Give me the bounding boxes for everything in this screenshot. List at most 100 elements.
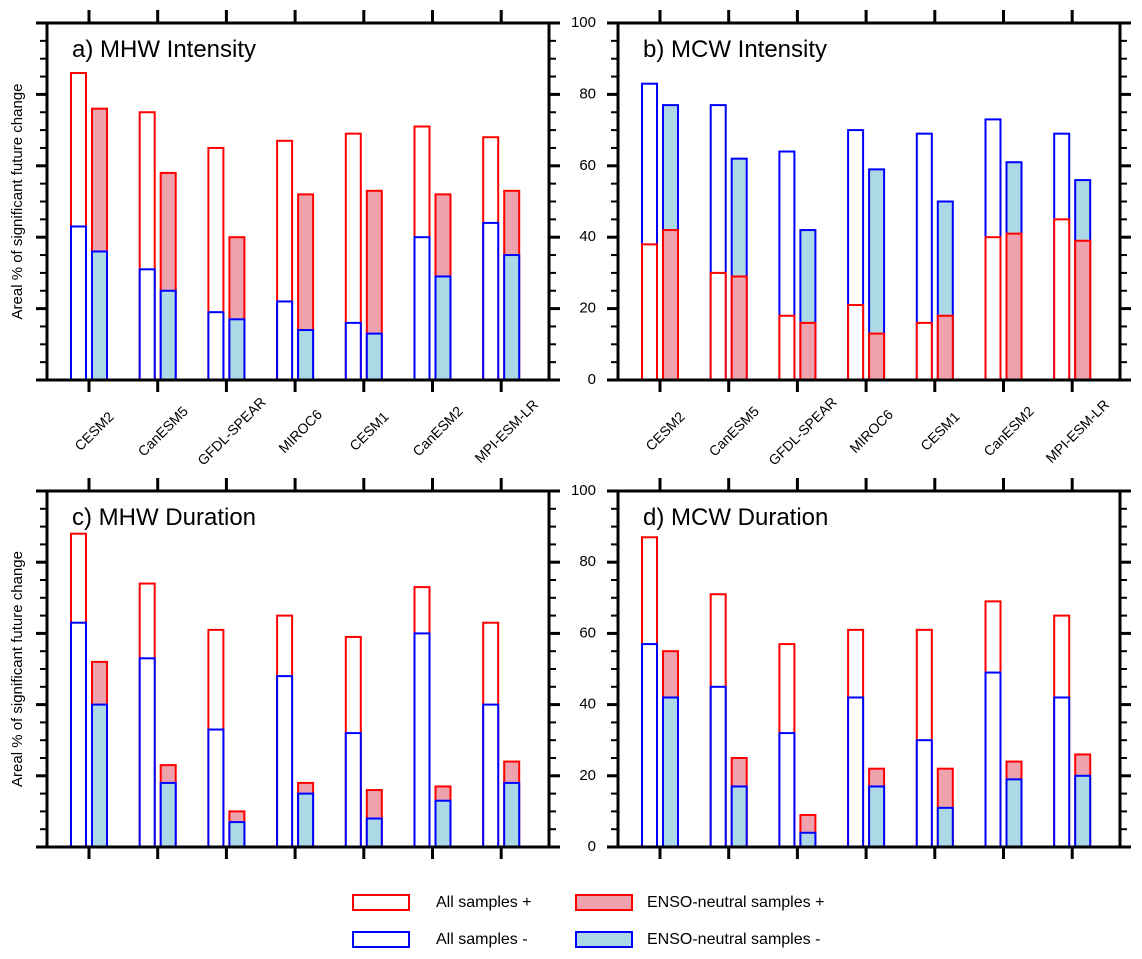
bar-group <box>847 628 886 849</box>
bar-neutral-negative <box>228 821 246 849</box>
bar-all-negative <box>984 671 1002 848</box>
bar-all-negative <box>344 732 362 849</box>
plot-frame <box>616 21 1122 382</box>
bar-all-negative <box>276 675 294 848</box>
bar-group <box>984 600 1023 848</box>
bar-all-negative <box>138 268 156 381</box>
x-tick-label: MPI-ESM-LR <box>1042 396 1112 466</box>
x-tick-label: CESM1 <box>346 408 392 454</box>
bar-neutral-negative <box>297 329 315 381</box>
bar-group <box>138 582 177 848</box>
bar-neutral-positive <box>662 229 679 381</box>
bar-all-negative <box>276 300 294 381</box>
bar-group <box>1053 614 1092 848</box>
panel-b: CESM2 CanESM5 GFDL-SPEAR MIROC6 CESM1 CanESM2… <box>571 10 1131 468</box>
bar-neutral-negative <box>159 289 177 381</box>
bar-neutral-negative <box>365 332 383 381</box>
bar-group <box>70 71 108 382</box>
bar-neutral-negative <box>365 817 383 849</box>
bar-all-negative <box>413 632 431 849</box>
y-tick-label: 0 <box>588 838 596 855</box>
legend-label: All samples - <box>436 931 528 948</box>
panel-title: d) MCW Duration <box>643 504 828 531</box>
bar-group <box>482 621 521 848</box>
bar-group <box>709 104 748 382</box>
bar-all-positive <box>915 321 933 382</box>
bar-neutral-negative <box>662 696 679 848</box>
bar-neutral-negative <box>159 781 177 848</box>
x-tick-label: MIROC6 <box>275 406 325 456</box>
x-tick-label: CanESM2 <box>409 403 466 460</box>
x-tick-label: CanESM5 <box>135 403 192 460</box>
panel-a: CESM2 CanESM5 GFDL-SPEAR MIROC6 CESM1 CanESM2… <box>9 10 560 468</box>
legend-label: ENSO-neutral samples - <box>647 931 820 948</box>
bar-neutral-negative <box>503 254 521 381</box>
bar-neutral-negative <box>868 785 886 848</box>
bar-group <box>778 150 817 382</box>
y-tick-label: 40 <box>579 696 596 713</box>
bar-group <box>641 82 679 382</box>
bar-neutral-negative <box>228 318 246 381</box>
bar-neutral-negative <box>503 781 521 848</box>
bar-neutral-positive <box>799 321 817 382</box>
legend-item: ENSO-neutral samples - <box>575 931 820 948</box>
y-tick-label: 20 <box>579 300 596 317</box>
y-tick-label: 20 <box>579 767 596 784</box>
bar-all-negative <box>847 696 865 848</box>
bar-all-negative <box>70 621 87 848</box>
bar-group <box>778 643 817 849</box>
y-tick-label: 80 <box>579 85 596 102</box>
bar-all-negative <box>482 221 500 381</box>
bar-group <box>207 628 246 849</box>
bar-neutral-positive <box>1074 239 1092 381</box>
bar-all-negative <box>344 321 362 382</box>
plot-frame <box>45 489 551 849</box>
y-axis-label: Areal % of significant future change <box>9 84 26 320</box>
bar-all-positive <box>1053 218 1071 381</box>
bar-all-negative <box>70 225 87 381</box>
bar-neutral-negative <box>730 785 748 848</box>
bar-group <box>915 628 954 849</box>
legend-swatch <box>352 894 410 911</box>
bar-all-negative <box>778 732 796 849</box>
bar-all-positive <box>641 243 658 381</box>
bar-neutral-negative <box>1005 778 1023 848</box>
bar-group <box>1053 132 1092 381</box>
bar-group <box>482 136 521 381</box>
bar-group <box>984 118 1023 381</box>
y-tick-label: 0 <box>588 371 596 388</box>
bar-all-negative <box>1053 696 1071 848</box>
bar-all-negative <box>207 311 225 382</box>
bar-all-positive <box>778 314 796 381</box>
panel-title: a) MHW Intensity <box>72 36 256 63</box>
bar-neutral-negative <box>434 275 452 381</box>
bar-all-negative <box>138 657 156 848</box>
bar-group <box>138 111 177 381</box>
bar-neutral-negative <box>297 792 315 848</box>
y-tick-label: 40 <box>579 228 596 245</box>
legend-label: ENSO-neutral samples + <box>647 894 824 911</box>
bar-all-positive <box>709 271 727 381</box>
bar-neutral-positive <box>1005 232 1023 381</box>
bar-group <box>641 536 679 849</box>
bar-neutral-negative <box>1074 774 1092 848</box>
bar-neutral-negative <box>434 799 452 848</box>
bar-group <box>276 139 315 381</box>
bar-neutral-negative <box>799 831 817 849</box>
bar-all-negative <box>482 703 500 848</box>
y-axis-label: Areal % of significant future change <box>9 551 26 787</box>
bar-all-negative <box>641 643 658 849</box>
y-tick-label: 60 <box>579 624 596 641</box>
legend-item: All samples - <box>352 931 528 948</box>
x-tick-label: CESM2 <box>71 408 117 454</box>
legend: All samples + ENSO-neutral samples + All s… <box>352 894 824 948</box>
plot-frame <box>616 489 1122 849</box>
x-tick-label: CESM1 <box>917 408 963 454</box>
bar-neutral-positive <box>868 332 886 381</box>
x-tick-label: MIROC6 <box>846 406 896 456</box>
bar-group <box>207 146 246 382</box>
x-tick-label: MPI-ESM-LR <box>471 396 541 466</box>
panel-title: b) MCW Intensity <box>643 36 827 63</box>
x-tick-label: GFDL-SPEAR <box>194 394 269 469</box>
